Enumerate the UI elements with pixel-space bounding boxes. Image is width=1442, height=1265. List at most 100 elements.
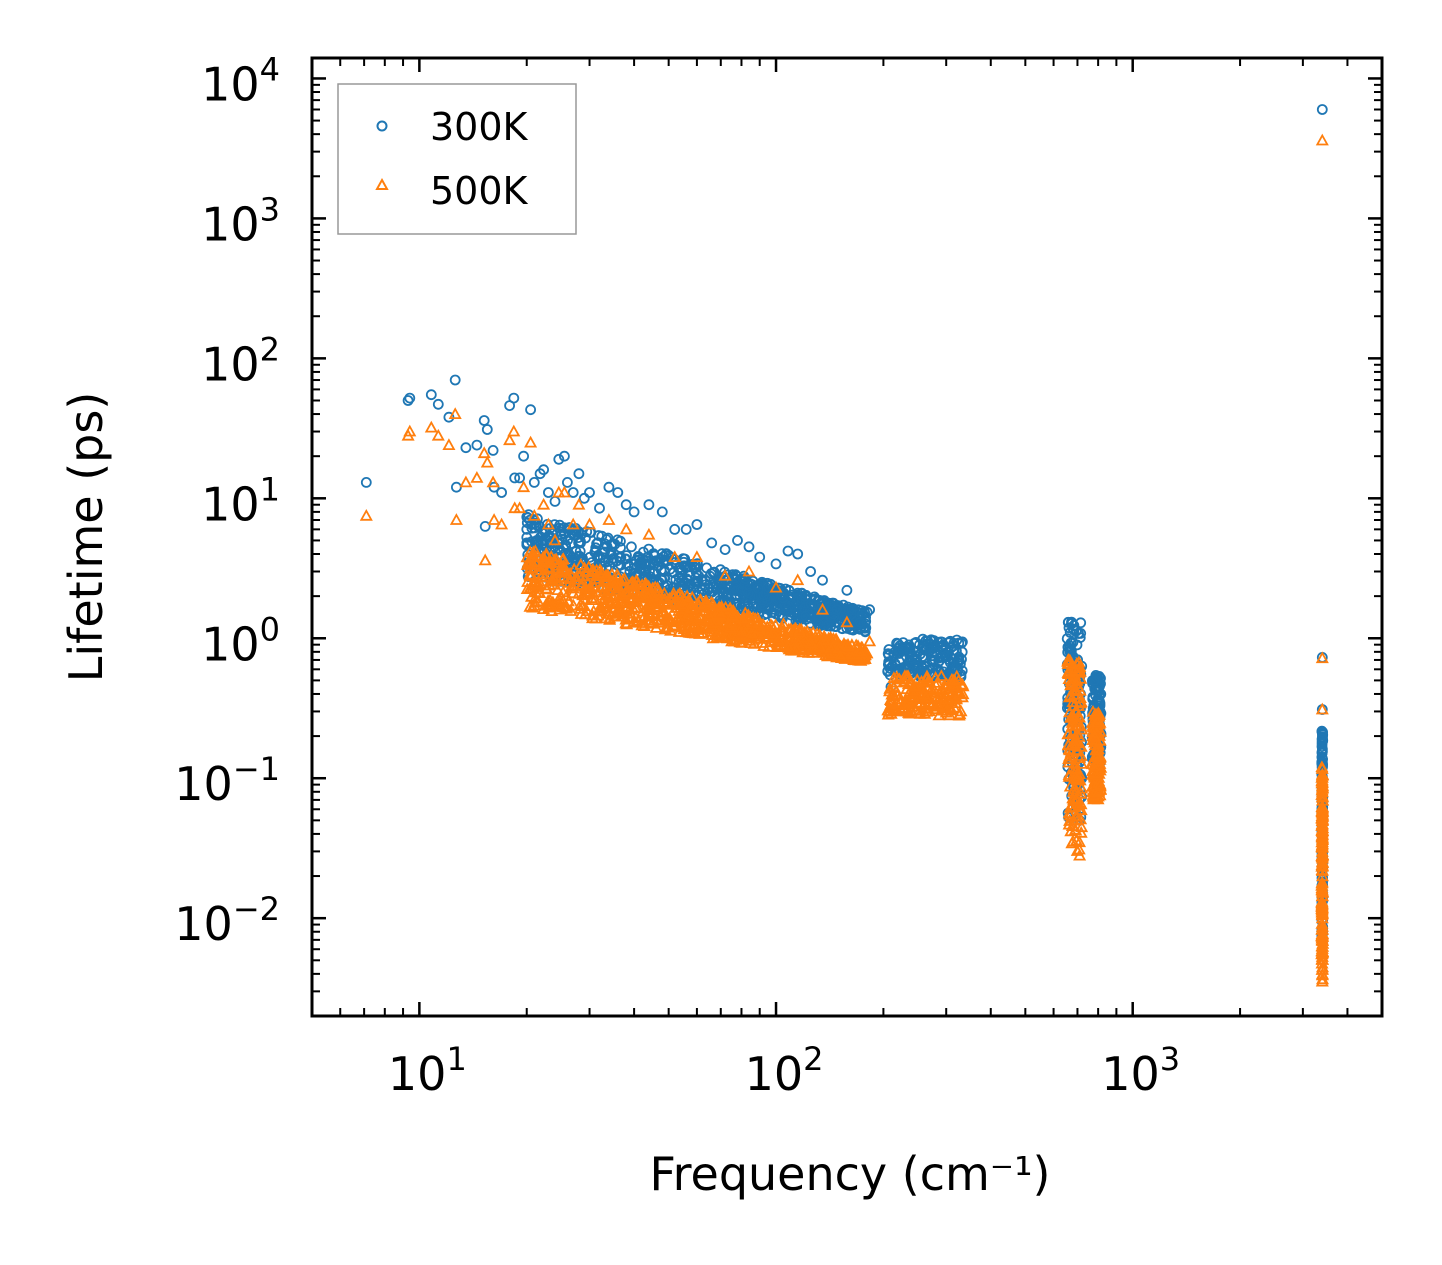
series-500k-point (1070, 677, 1084, 689)
series-500k-point (929, 697, 943, 709)
series-500k-point (679, 609, 693, 622)
series-500k-point (549, 570, 563, 583)
series-500k-point (1315, 848, 1330, 860)
series-500k-point (608, 580, 622, 592)
series-300k-point (820, 597, 832, 609)
series-500k-point (1315, 863, 1329, 875)
series-300k-point (1317, 743, 1328, 755)
series-300k-point (1317, 729, 1329, 741)
series-500k-point (668, 550, 682, 562)
series-300k-point (612, 487, 624, 498)
series-300k-point (607, 557, 619, 568)
series-500k-point (1088, 730, 1102, 742)
series-300k-point (729, 572, 741, 584)
series-500k-point (1070, 674, 1084, 686)
legend-marker-300k (376, 120, 388, 132)
series-300k-point (573, 468, 585, 480)
series-300k-point (818, 595, 830, 606)
series-500k-point (732, 625, 747, 637)
series-500k-point (431, 428, 445, 441)
y-tick-label: 10−1 (174, 750, 280, 811)
series-500k-point (829, 632, 843, 645)
series-300k-point (692, 558, 703, 570)
series-500k-point (863, 634, 877, 647)
series-300k-point (783, 600, 794, 612)
series-500k-point (575, 578, 589, 590)
series-500k-point (459, 475, 473, 488)
series-300k-point (559, 450, 570, 462)
series-300k-point (521, 539, 533, 551)
series-500k-point (882, 684, 897, 697)
series-500k-point (651, 601, 665, 613)
series-500k-point (688, 618, 702, 630)
series-500k-point (695, 601, 710, 613)
series-500k-point (691, 611, 705, 624)
series-300k-point (496, 487, 508, 498)
series-300k-point (1062, 616, 1074, 628)
series-500k-point (573, 569, 587, 581)
series-500k-point (442, 438, 456, 450)
series-500k-point (1315, 651, 1329, 664)
series-300k-point (800, 614, 812, 625)
series-500k-point (477, 446, 491, 459)
series-300k-point (706, 537, 718, 549)
series-500k-point (667, 586, 681, 599)
series-500k-point (572, 497, 586, 510)
series-300k-point (521, 532, 533, 543)
series-500k-point (557, 485, 571, 498)
series-500k-point (1090, 715, 1104, 728)
series-500k-point (856, 652, 870, 665)
series-500k-point (955, 690, 969, 703)
series-500k-point (791, 573, 805, 586)
series-300k-point (955, 658, 966, 670)
series-500k-point (593, 563, 607, 575)
series-300k-point (580, 532, 591, 544)
series-500k-point (1090, 749, 1104, 761)
series-500k-point (742, 564, 756, 577)
series-500k-point (772, 639, 786, 652)
series-500k-point (801, 643, 815, 656)
series-500k-point (1092, 767, 1106, 779)
series-500k-point (1315, 908, 1329, 921)
series-500k-point (1315, 939, 1329, 952)
series-500k-point (541, 517, 555, 530)
series-500k-point (1075, 781, 1089, 794)
series-500k-point (1074, 695, 1088, 708)
series-500k-point (1062, 690, 1076, 703)
series-500k-point (1069, 792, 1083, 805)
series-500k-point (566, 517, 580, 530)
series-500k-point (507, 424, 521, 437)
series-500k-point (890, 687, 904, 700)
series-300k-point (1074, 632, 1086, 643)
series-500k-point (804, 636, 818, 648)
series-500k-point (1063, 800, 1077, 813)
series-500k-point (513, 501, 527, 514)
series-500k-point (1074, 825, 1088, 838)
series-300k-point (554, 519, 566, 531)
series-500k-point (900, 702, 914, 715)
series-500k-point (541, 598, 556, 611)
series-500k-point (599, 587, 613, 600)
series-500k-point (1316, 930, 1330, 942)
series-300k-point (940, 650, 952, 662)
series-500k-point (586, 562, 600, 575)
series-500k-point (1315, 785, 1329, 798)
series-500k-point (1086, 704, 1100, 717)
series-500k-point (424, 420, 438, 433)
plot-frame (310, 56, 1384, 1018)
series-500k-point (582, 581, 597, 594)
series-300k-point (825, 611, 837, 623)
series-300k-point (742, 587, 754, 599)
series-500k-point (566, 586, 580, 598)
series-300k-point (805, 566, 816, 577)
legend-marker-500k (375, 177, 389, 190)
series-500k-point (724, 615, 738, 628)
series-500k-point (486, 475, 500, 488)
series-500k-point (883, 681, 897, 694)
series-300k-point (691, 519, 703, 530)
series-500k-point (769, 580, 783, 593)
series-500k-point (1072, 798, 1086, 811)
y-tick-label: 100 (201, 610, 280, 671)
series-500k-point (1070, 772, 1084, 785)
series-500k-point (531, 585, 546, 598)
